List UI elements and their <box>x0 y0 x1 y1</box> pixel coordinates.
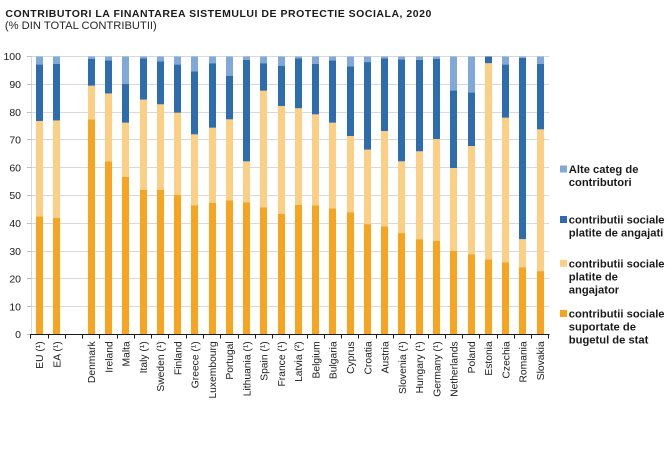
svg-text:40: 40 <box>9 218 21 230</box>
svg-text:Spain (¹): Spain (¹) <box>260 341 271 380</box>
svg-text:Netherlands: Netherlands <box>450 341 461 397</box>
svg-text:Czechia: Czechia <box>501 341 512 378</box>
svg-text:Poland: Poland <box>467 341 478 373</box>
svg-text:0: 0 <box>15 329 21 341</box>
svg-text:EU (¹): EU (¹) <box>35 341 46 368</box>
svg-text:France (¹): France (¹) <box>277 341 288 386</box>
svg-text:Cyprus: Cyprus <box>346 341 357 374</box>
svg-text:30: 30 <box>9 246 21 258</box>
svg-text:Romania: Romania <box>519 341 530 382</box>
svg-text:Hungary (¹): Hungary (¹) <box>415 341 426 393</box>
svg-text:bugetul de stat: bugetul de stat <box>569 335 649 347</box>
svg-text:20: 20 <box>9 274 21 286</box>
svg-text:Austria: Austria <box>381 341 392 373</box>
svg-text:Italy (¹): Italy (¹) <box>139 341 150 373</box>
svg-text:50: 50 <box>9 190 21 202</box>
svg-text:CONTRIBUTORI LA FINANTAREA SIS: CONTRIBUTORI LA FINANTAREA SISTEMULUI DE… <box>5 8 431 20</box>
svg-text:10: 10 <box>9 301 21 313</box>
svg-text:Ireland: Ireland <box>104 341 115 373</box>
svg-text:Germany (¹): Germany (¹) <box>432 341 443 397</box>
svg-text:contributii sociale: contributii sociale <box>569 258 665 270</box>
svg-text:Lithuania (¹): Lithuania (¹) <box>242 341 253 396</box>
svg-text:Belgium: Belgium <box>312 341 323 378</box>
svg-text:platite de angajati: platite de angajati <box>569 228 664 240</box>
svg-text:(% DIN TOTAL CONTRIBUTII): (% DIN TOTAL CONTRIBUTII) <box>5 20 157 32</box>
svg-text:80: 80 <box>9 107 21 119</box>
svg-text:Latvia (²): Latvia (²) <box>294 341 305 382</box>
svg-text:70: 70 <box>9 135 21 147</box>
svg-text:angajator: angajator <box>569 284 620 296</box>
svg-text:Croatia: Croatia <box>363 341 374 374</box>
svg-text:Luxembourg: Luxembourg <box>208 341 219 399</box>
svg-text:contributori: contributori <box>569 177 632 189</box>
svg-text:Slovakia: Slovakia <box>536 341 547 380</box>
svg-text:platite de: platite de <box>569 271 618 283</box>
svg-text:suportate de: suportate de <box>569 322 636 334</box>
svg-text:100: 100 <box>3 51 21 63</box>
svg-text:Bulgaria: Bulgaria <box>329 341 340 379</box>
svg-text:Slovenia (¹): Slovenia (¹) <box>398 341 409 394</box>
svg-text:Malta: Malta <box>122 341 133 366</box>
svg-text:Estonia: Estonia <box>484 341 495 376</box>
svg-text:Greece (¹): Greece (¹) <box>191 341 202 388</box>
svg-text:Portugal: Portugal <box>225 341 236 379</box>
svg-text:Finland: Finland <box>173 341 184 375</box>
svg-text:EA (¹): EA (¹) <box>53 341 64 367</box>
svg-text:Alte categ de: Alte categ de <box>569 164 639 176</box>
svg-text:90: 90 <box>9 79 21 91</box>
svg-text:contributii sociale: contributii sociale <box>569 309 665 321</box>
svg-text:Denmark: Denmark <box>87 340 98 383</box>
svg-text:60: 60 <box>9 162 21 174</box>
svg-text:contributii sociale: contributii sociale <box>569 215 665 227</box>
svg-text:Sweden (¹): Sweden (¹) <box>156 341 167 391</box>
